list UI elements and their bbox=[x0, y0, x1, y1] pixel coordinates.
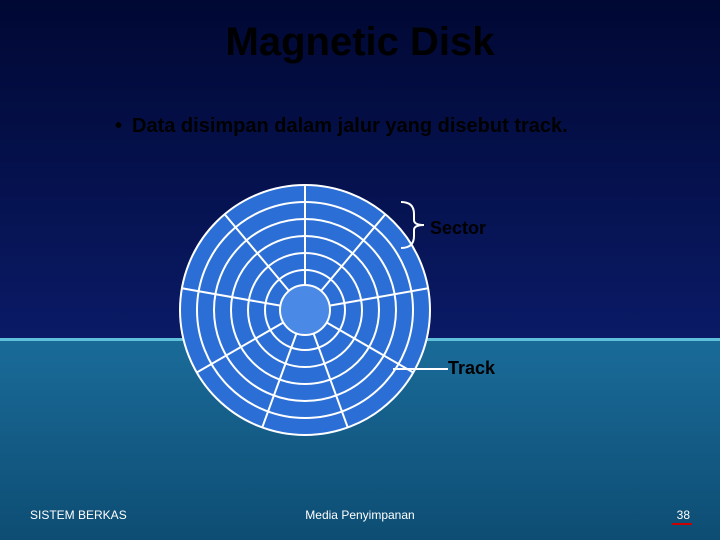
footer-center: Media Penyimpanan bbox=[0, 508, 720, 522]
footer-page-number: 38 bbox=[677, 508, 690, 522]
sector-brace bbox=[396, 200, 431, 250]
slide-title: Magnetic Disk bbox=[0, 20, 720, 65]
bullet-marker: • bbox=[115, 115, 122, 138]
track-label: Track bbox=[448, 358, 495, 379]
slide: Magnetic Disk • Data disimpan dalam jalur… bbox=[0, 0, 720, 540]
track-pointer-line bbox=[393, 368, 448, 370]
bullet-point: • Data disimpan dalam jalur yang disebut … bbox=[115, 115, 568, 138]
page-number-underline bbox=[672, 523, 692, 525]
bullet-text: Data disimpan dalam jalur yang disebut t… bbox=[132, 115, 568, 137]
sector-label: Sector bbox=[430, 218, 486, 239]
